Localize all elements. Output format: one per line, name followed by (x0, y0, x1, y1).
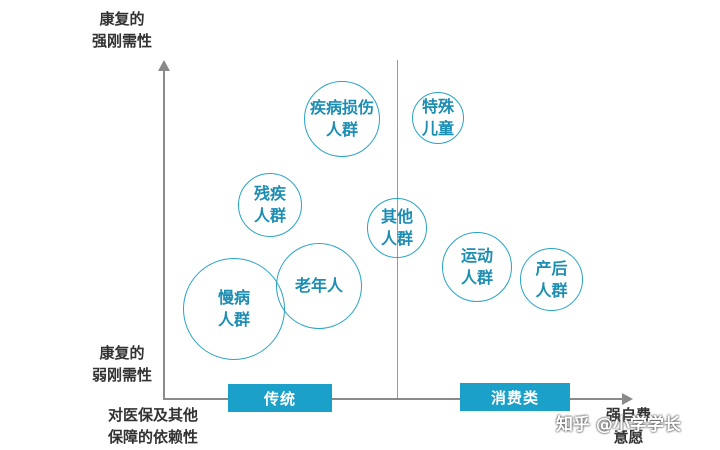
bubble-chronic-label: 慢病 人群 (217, 288, 250, 329)
bubble-sports-label: 运动 人群 (460, 246, 493, 287)
bubble-other-group: 其他 人群 (367, 198, 427, 258)
bubble-other-label: 其他 人群 (380, 207, 413, 248)
y-axis-top-label: 康复的 强刚需性 (92, 10, 153, 50)
x-axis-left-label: 对医保及其他 保障的依赖性 (108, 406, 199, 446)
y-axis-line (163, 70, 165, 400)
bubble-disabled-label: 残疾 人群 (253, 184, 286, 225)
consumer-tag: 消费类 (460, 383, 570, 411)
bubble-injury-group: 疾病损伤 人群 (304, 81, 380, 157)
x-axis-arrow (622, 393, 633, 405)
bubble-sports-group: 运动 人群 (442, 232, 512, 302)
bubble-chronic-disease: 慢病 人群 (183, 258, 285, 360)
traditional-tag: 传统 (228, 384, 332, 412)
bubble-injury-label: 疾病损伤 人群 (309, 98, 374, 139)
x-axis-line (163, 398, 623, 400)
bubble-elderly-label: 老年人 (294, 276, 343, 295)
y-axis-bottom-label: 康复的 弱刚需性 (92, 344, 153, 384)
bubble-special-children: 特殊 儿童 (412, 92, 464, 144)
bubble-postpartum-label: 产后 人群 (535, 258, 568, 300)
x-axis-right-label: 强自费 意愿 (606, 406, 652, 446)
bubble-disabled-group: 残疾 人群 (238, 173, 302, 237)
y-axis-arrow (158, 60, 170, 71)
bubble-elderly: 老年人 (276, 243, 362, 329)
bubble-special-children-label: 特殊 儿童 (421, 97, 454, 138)
watermark-text: 知乎 @小学学长 (556, 415, 681, 435)
bubble-postpartum-group: 产后 人群 (520, 248, 583, 311)
